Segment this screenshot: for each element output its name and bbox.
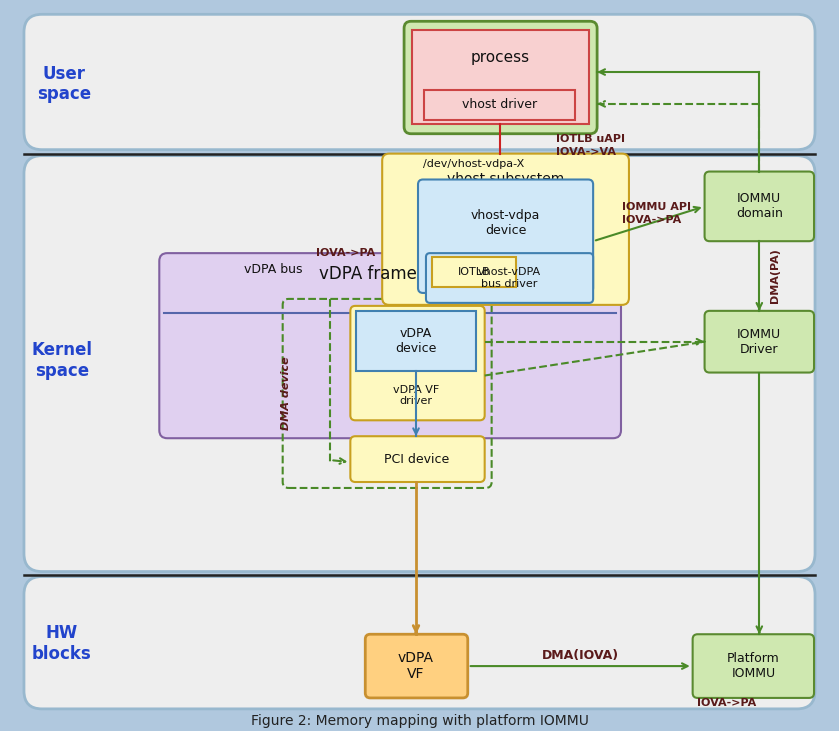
FancyBboxPatch shape	[705, 172, 814, 241]
FancyBboxPatch shape	[365, 635, 468, 698]
Bar	[412, 30, 589, 124]
FancyBboxPatch shape	[24, 577, 815, 709]
Text: PCI device: PCI device	[384, 452, 450, 466]
FancyBboxPatch shape	[351, 436, 485, 482]
Bar	[432, 257, 515, 287]
Text: Kernel
space: Kernel space	[31, 341, 92, 380]
Text: IOVA->PA: IOVA->PA	[622, 216, 681, 225]
Text: /dev/vhost-vdpa-X: /dev/vhost-vdpa-X	[423, 159, 524, 169]
FancyBboxPatch shape	[418, 180, 593, 293]
Text: vDPA
device: vDPA device	[395, 327, 437, 355]
Text: Platform
IOMMU: Platform IOMMU	[727, 652, 779, 680]
Text: DMA device: DMA device	[281, 357, 290, 431]
Text: vhost-vDPA
bus driver: vhost-vDPA bus driver	[478, 268, 541, 289]
Text: Figure 2: Memory mapping with platform IOMMU: Figure 2: Memory mapping with platform I…	[251, 713, 588, 728]
Text: vDPA bus: vDPA bus	[244, 262, 302, 276]
FancyBboxPatch shape	[426, 253, 593, 303]
FancyBboxPatch shape	[24, 156, 815, 572]
FancyBboxPatch shape	[351, 306, 485, 420]
Text: DMA(PA): DMA(PA)	[770, 249, 780, 303]
Text: IOTLB: IOTLB	[457, 267, 490, 277]
FancyBboxPatch shape	[404, 21, 597, 134]
FancyBboxPatch shape	[24, 15, 815, 150]
Text: process: process	[471, 50, 530, 64]
Text: vhost driver: vhost driver	[462, 99, 537, 111]
Text: IOVA->PA: IOVA->PA	[316, 248, 375, 258]
Text: User
space: User space	[37, 64, 91, 103]
Text: vhost subsystem: vhost subsystem	[447, 172, 564, 186]
Text: IOVA->VA: IOVA->VA	[556, 147, 617, 156]
Text: IOVA->PA: IOVA->PA	[697, 698, 756, 708]
FancyBboxPatch shape	[705, 311, 814, 373]
Text: vDPA VF
driver: vDPA VF driver	[393, 385, 439, 406]
Text: IOMMU
Driver: IOMMU Driver	[737, 327, 781, 356]
Text: DMA(IOVA): DMA(IOVA)	[542, 648, 619, 662]
Bar	[424, 90, 576, 120]
FancyBboxPatch shape	[693, 635, 814, 698]
FancyBboxPatch shape	[383, 154, 629, 305]
Text: HW
blocks: HW blocks	[32, 624, 91, 662]
Text: IOMMU
domain: IOMMU domain	[736, 192, 783, 220]
Text: vhost-vdpa
device: vhost-vdpa device	[471, 209, 540, 238]
Text: IOTLB uAPI: IOTLB uAPI	[556, 134, 625, 144]
Bar	[357, 311, 476, 371]
Text: IOMMU API: IOMMU API	[622, 202, 691, 213]
Text: vDPA framework: vDPA framework	[319, 265, 457, 283]
Text: vDPA
VF: vDPA VF	[398, 651, 434, 681]
FancyBboxPatch shape	[159, 253, 621, 438]
